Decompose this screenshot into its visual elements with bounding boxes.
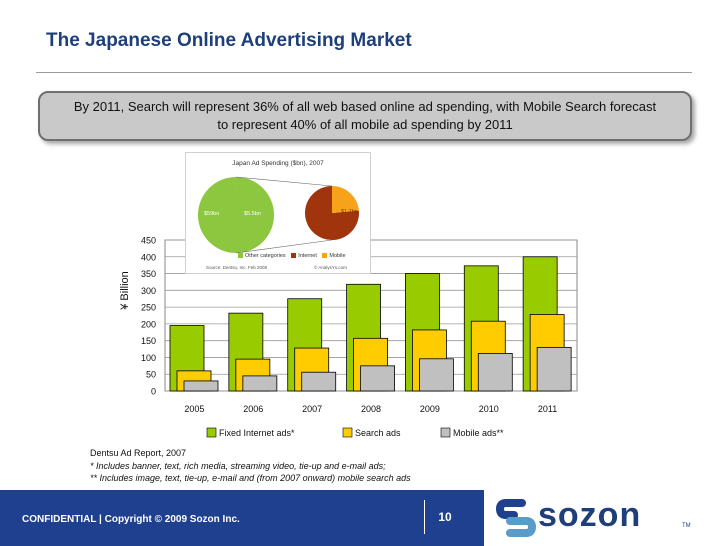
pie-connector-line: [235, 239, 333, 254]
pie-legend-mobile: Mobile: [329, 253, 346, 259]
bar-mobileads-2005: [183, 380, 219, 392]
y-tick-label: 150: [141, 336, 156, 346]
bar-mobileads-2006: [242, 375, 278, 392]
pie-label-other: $59bn: [204, 211, 220, 217]
bar-mobileads-2007: [301, 371, 337, 392]
x-tick-label: 2010: [479, 404, 499, 414]
pie-label-mobile: $1.7bn: [341, 209, 358, 215]
copyright-text: CONFIDENTIAL | Copyright © 2009 Sozon In…: [22, 514, 240, 525]
bar-mobileads-2010: [477, 353, 513, 392]
x-tick-label: 2009: [420, 404, 440, 414]
pie-legend-other: Other categories: [245, 253, 286, 259]
footer-band: CONFIDENTIAL | Copyright © 2009 Sozon In…: [0, 490, 728, 546]
logo-wordmark: sozon: [538, 496, 642, 534]
legend-swatch-internet: [291, 253, 297, 259]
legend-swatch-other: [238, 253, 243, 259]
legend-swatch: [440, 427, 451, 438]
x-tick-label: 2011: [538, 404, 557, 414]
logo: sozon TM: [484, 490, 728, 546]
logo-tm: TM: [682, 523, 691, 529]
legend-label: Fixed Internet ads*: [219, 428, 295, 438]
pie-slice-internet: [305, 186, 359, 240]
pie-source: Source: Dentsu, Inc. Feb 2008: [206, 265, 268, 270]
y-axis-title: ¥ Billion: [119, 271, 131, 311]
pie-title: Japan Ad Spending ($bn), 2007: [232, 160, 324, 167]
y-tick-label: 0: [151, 387, 156, 397]
pie-slice-mobile: [332, 186, 359, 213]
legend-label: Search ads: [355, 428, 401, 438]
x-tick-label: 2008: [361, 404, 381, 414]
x-tick-label: 2005: [184, 404, 204, 414]
y-tick-label: 450: [141, 236, 156, 246]
footnotes: Dentsu Ad Report, 2007 * Includes banner…: [90, 447, 411, 485]
pie-chart: [198, 176, 359, 254]
legend-label: Mobile ads**: [453, 428, 504, 438]
pie-inset: Japan Ad Spending ($bn), 2007 $59bn $5.5…: [185, 152, 371, 274]
y-tick-label: 50: [146, 370, 156, 380]
x-tick-label: 2007: [302, 404, 322, 414]
footnote-2: ** Includes image, text, tie-up, e-mail …: [90, 473, 411, 483]
pie-label-internet: $5.5bn: [244, 211, 261, 217]
y-tick-label: 200: [141, 319, 156, 329]
title-divider: [36, 72, 692, 73]
page-title: The Japanese Online Advertising Market: [46, 30, 412, 51]
footnote-source: Dentsu Ad Report, 2007: [90, 448, 187, 458]
y-tick-label: 250: [141, 303, 156, 313]
y-tick-label: 400: [141, 252, 156, 262]
footnote-1: * Includes banner, text, rich media, str…: [90, 460, 386, 471]
callout-box: By 2011, Search will represent 36% of al…: [38, 91, 692, 141]
callout-text: By 2011, Search will represent 36% of al…: [73, 99, 657, 132]
legend-swatch: [206, 427, 217, 438]
y-tick-label: 100: [141, 353, 156, 363]
bar-mobileads-2011: [536, 346, 572, 392]
pie-legend: Other categories Internet Mobile: [234, 253, 346, 259]
x-tick-label: 2006: [243, 404, 263, 414]
pie-legend-internet: Internet: [298, 253, 317, 259]
pie-site: © AnalysYs.com: [314, 265, 347, 270]
sozon-logo-icon: [495, 499, 537, 537]
page-number: 10: [424, 500, 465, 534]
pie-connector-line: [235, 176, 333, 187]
legend-swatch: [342, 427, 353, 438]
bar-mobileads-2008: [360, 365, 395, 392]
bar-mobileads-2009: [419, 358, 454, 392]
legend-swatch-mobile: [322, 253, 328, 259]
y-tick-label: 300: [141, 286, 156, 296]
pie-slice-other: [198, 177, 275, 253]
y-tick-label: 350: [141, 269, 156, 279]
